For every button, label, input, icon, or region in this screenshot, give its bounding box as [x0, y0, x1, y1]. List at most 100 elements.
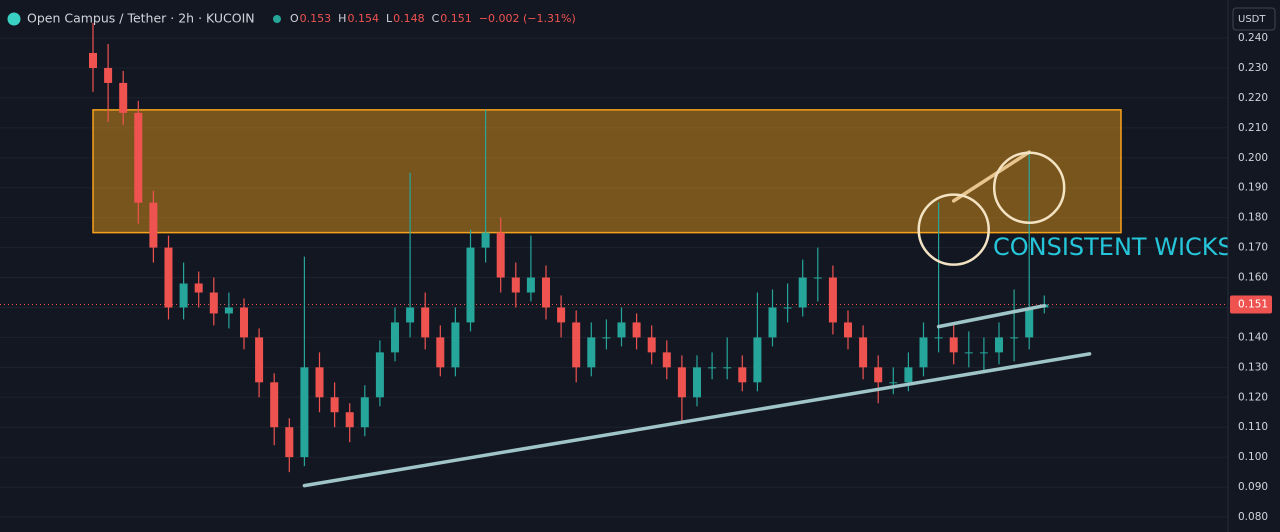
y-tick-label: 0.140 [1238, 331, 1268, 343]
candle-body [466, 247, 475, 323]
currency[interactable]: USDT [1238, 14, 1266, 25]
y-tick-label: 0.220 [1238, 92, 1268, 104]
candle-body [345, 412, 354, 428]
plot-area: CONSISTENT WICKS [0, 23, 1233, 488]
y-tick-label: 0.170 [1238, 242, 1268, 254]
candle-body [677, 367, 686, 398]
candle-body [406, 307, 415, 323]
candle-body [768, 307, 777, 338]
candle-body [1010, 337, 1019, 339]
candle-body [934, 337, 943, 339]
candle-body [602, 337, 611, 339]
candle-body [255, 337, 264, 383]
ohlc-label: C [432, 12, 440, 25]
candle-body [738, 367, 747, 383]
candle-body [481, 232, 490, 248]
y-tick-label: 0.200 [1238, 152, 1268, 164]
y-tick-label: 0.240 [1238, 32, 1268, 44]
symbol: Open Campus / Tether · 2h · KUCOIN [27, 11, 255, 26]
candle-body [889, 382, 898, 384]
candle-body [119, 82, 128, 113]
candle-body [828, 277, 837, 323]
ohlc-value: 0.154 [347, 12, 379, 25]
candle-body [647, 337, 656, 353]
candle-body [164, 247, 173, 308]
candle-body [360, 397, 369, 428]
candle-body [964, 352, 973, 354]
candle-body [451, 322, 460, 368]
candle-body [436, 337, 445, 368]
y-tick-label: 0.090 [1238, 481, 1268, 493]
ohlc-label: O [290, 12, 299, 25]
candle-body [496, 232, 505, 278]
candle-body [949, 337, 958, 353]
candle-body [375, 352, 384, 398]
y-tick-label: 0.210 [1238, 122, 1268, 134]
status-dot [273, 15, 281, 23]
candle-body [662, 352, 671, 368]
trendline [302, 352, 1092, 488]
candle-body [874, 367, 883, 383]
candle-body [149, 202, 158, 248]
y-tick-label: 0.190 [1238, 182, 1268, 194]
candle-body [919, 337, 928, 368]
candle-body [798, 277, 807, 308]
header: Open Campus / Tether · 2h · KUCOIN O 0.15… [7, 11, 576, 26]
candle-body [209, 292, 218, 314]
y-tick-label: 0.120 [1238, 391, 1268, 403]
y-tick-label: 0.230 [1238, 62, 1268, 74]
candle-body [979, 352, 988, 354]
candle-body [421, 307, 430, 338]
wick-circle [992, 151, 1066, 224]
candle-body [1025, 307, 1034, 338]
candle-body [330, 397, 339, 413]
ohlc-label: L [386, 12, 393, 25]
last-price-label: 0.151 [1238, 298, 1268, 310]
candle-body [783, 307, 792, 309]
change: −0.002 (−1.31%) [479, 12, 576, 25]
candle-body [542, 277, 550, 308]
annotation: CONSISTENT WICKS [993, 233, 1233, 261]
candle-body [557, 307, 566, 323]
currency-button[interactable] [1232, 7, 1276, 31]
candle-body [632, 322, 641, 338]
y-tick-label: 0.160 [1238, 272, 1268, 284]
candle-body [89, 52, 97, 68]
candle-body [995, 337, 1003, 353]
candle-body [285, 427, 294, 458]
candle-body [572, 322, 581, 368]
candle-body [194, 283, 203, 293]
last-price-box [1230, 295, 1272, 314]
candle-body [179, 283, 188, 308]
candle-body [844, 322, 852, 338]
y-tick-label: 0.130 [1238, 361, 1268, 373]
y-tick-label: 0.110 [1238, 421, 1268, 433]
candle-body [134, 112, 143, 203]
price-axis: 0.0800.0900.1000.1100.1200.1300.1400.150… [1230, 32, 1272, 523]
y-tick-label: 0.100 [1238, 451, 1268, 463]
y-tick-label: 0.180 [1238, 212, 1268, 224]
candle-body [391, 322, 399, 353]
candle-body [813, 277, 822, 279]
symbol-icon [7, 12, 21, 26]
candle-body [693, 367, 701, 398]
trendline [936, 303, 1047, 329]
candle-body [315, 367, 324, 398]
ohlc-value: 0.153 [300, 12, 332, 25]
candle-body [270, 382, 279, 428]
candle-body [723, 367, 732, 369]
ohlc-label: H [338, 12, 346, 25]
ohlc-value: 0.148 [393, 12, 425, 25]
candle-body [753, 337, 762, 383]
candle-body [904, 367, 913, 383]
y-tick-label: 0.080 [1238, 511, 1268, 523]
candle-body [617, 322, 626, 338]
candle-body [859, 337, 868, 368]
candle-body [526, 277, 535, 293]
candle-body [708, 367, 717, 369]
ohlc-value: 0.151 [440, 12, 472, 25]
candle-body [300, 367, 309, 458]
candle-body [224, 307, 233, 314]
resistance-zone [92, 109, 1122, 234]
